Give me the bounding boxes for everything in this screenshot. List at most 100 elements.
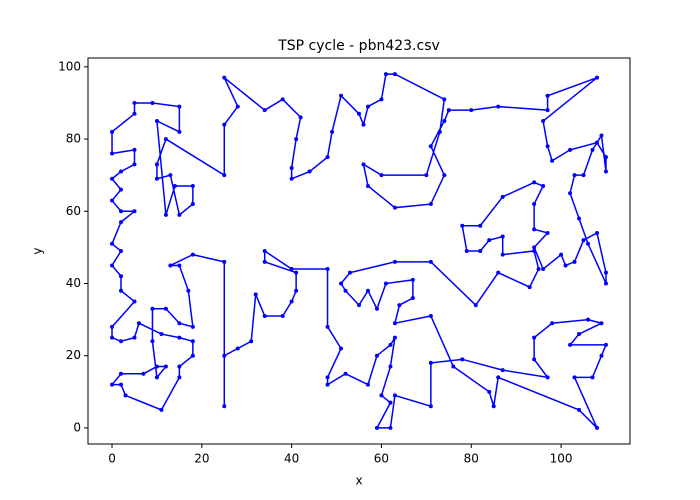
city-point [478, 223, 483, 228]
city-point [159, 407, 164, 412]
city-point [365, 104, 370, 109]
city-point [119, 220, 124, 225]
city-point [119, 274, 124, 279]
city-point [154, 375, 159, 380]
city-point [559, 252, 564, 257]
city-point [110, 151, 115, 156]
city-point [294, 270, 299, 275]
city-point [532, 357, 537, 362]
city-point [177, 375, 182, 380]
chart-title: TSP cycle - pbn423.csv [277, 38, 440, 54]
city-point [379, 393, 384, 398]
city-point [500, 252, 505, 257]
city-point [132, 209, 137, 214]
y-tick-label: 60 [66, 204, 81, 218]
city-point [586, 241, 591, 246]
city-point [594, 425, 599, 430]
city-point [294, 288, 299, 293]
city-point [190, 252, 195, 257]
city-point [163, 212, 168, 217]
city-point [168, 173, 173, 178]
city-point [339, 93, 344, 98]
city-point [110, 176, 115, 181]
city-point [154, 119, 159, 124]
city-point [168, 263, 173, 268]
city-point [110, 129, 115, 134]
x-tick-label: 40 [284, 452, 299, 466]
city-point [365, 184, 370, 189]
city-point [500, 368, 505, 373]
city-point [568, 342, 573, 347]
city-point [563, 263, 568, 268]
city-point [392, 72, 397, 77]
city-point [577, 407, 582, 412]
city-point [222, 173, 227, 178]
city-point [603, 342, 608, 347]
city-point [289, 165, 294, 170]
city-point [577, 332, 582, 337]
city-point [599, 321, 604, 326]
city-point [177, 321, 182, 326]
city-point [119, 339, 124, 344]
city-point [154, 162, 159, 167]
city-point [289, 299, 294, 304]
city-point [357, 303, 361, 308]
city-point [325, 155, 330, 160]
city-point [392, 335, 397, 340]
city-point [446, 108, 451, 113]
city-point [469, 108, 474, 113]
city-point [374, 306, 379, 311]
city-point [298, 115, 303, 120]
city-point [550, 321, 555, 326]
city-point [172, 184, 177, 189]
city-point [330, 129, 335, 134]
city-point [424, 173, 429, 178]
city-point [577, 216, 582, 221]
city-point [478, 249, 483, 253]
city-point [428, 259, 433, 264]
city-point [357, 111, 361, 116]
city-point [361, 162, 366, 167]
city-point [361, 122, 366, 127]
city-point [442, 97, 447, 102]
city-point [383, 281, 388, 286]
city-point [190, 202, 195, 207]
city-point [532, 335, 537, 340]
city-point [572, 375, 577, 380]
city-point [262, 259, 267, 264]
city-point [410, 295, 415, 300]
city-point [141, 371, 146, 376]
city-point [222, 259, 227, 264]
city-point [177, 335, 182, 340]
city-point [249, 339, 254, 344]
city-point [132, 162, 137, 167]
city-point [392, 205, 397, 210]
city-point [532, 245, 537, 250]
city-point [603, 169, 608, 174]
city-point [428, 144, 433, 149]
city-point [451, 364, 456, 369]
city-point [110, 324, 115, 329]
city-point [222, 404, 227, 409]
city-point [339, 281, 344, 286]
city-point [603, 155, 608, 160]
city-point [388, 342, 393, 347]
city-point [154, 176, 159, 181]
city-point [410, 277, 415, 282]
city-point [222, 122, 227, 127]
city-point [496, 104, 501, 109]
city-point [572, 173, 577, 178]
x-tick-label: 100 [550, 452, 573, 466]
city-point [545, 144, 550, 149]
city-point [491, 404, 496, 409]
city-point [392, 259, 397, 264]
city-point [110, 198, 115, 203]
city-point [280, 97, 285, 102]
city-point [262, 108, 267, 113]
city-point [177, 129, 182, 134]
city-point [235, 104, 240, 109]
city-point [325, 375, 330, 380]
y-tick-label: 80 [66, 132, 81, 146]
x-axis-label: x [355, 474, 362, 488]
